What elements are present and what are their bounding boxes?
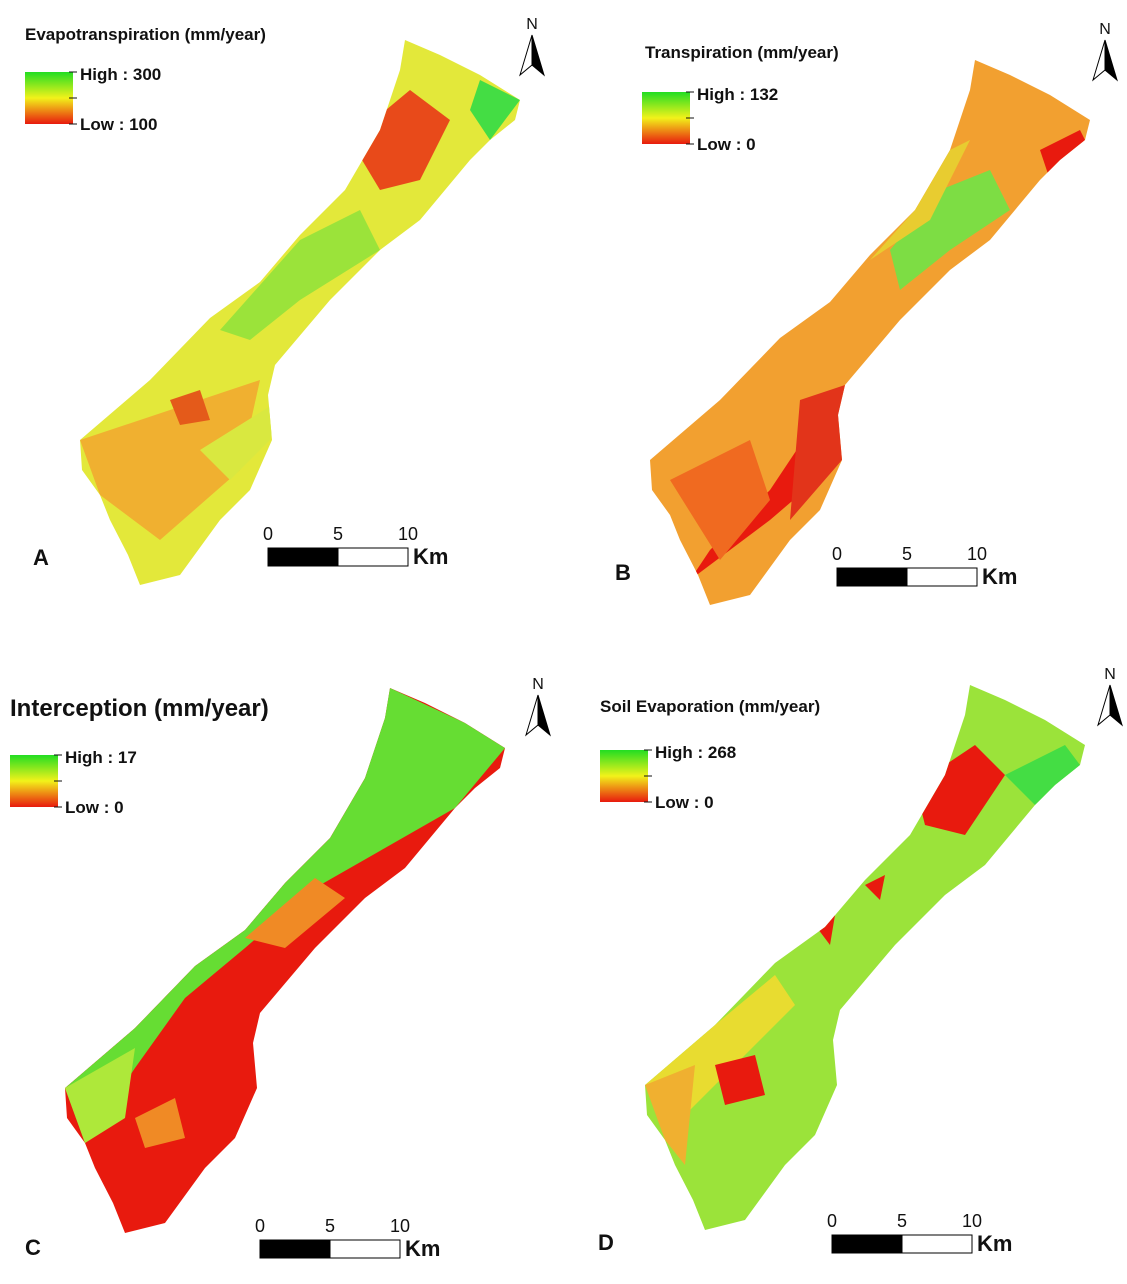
legend-high: High : 17 — [65, 748, 137, 767]
scale-bar-white — [330, 1240, 400, 1258]
legend-low: Low : 0 — [697, 135, 756, 154]
panel-label: A — [33, 545, 49, 570]
north-label: N — [532, 676, 544, 693]
legend-ramp — [25, 72, 73, 124]
legend-low: Low : 0 — [65, 798, 124, 817]
panel-label: D — [598, 1230, 614, 1255]
north-arrow-right — [1105, 40, 1117, 80]
legend-title: Soil Evaporation (mm/year) — [600, 697, 820, 716]
north-arrow-left — [1093, 40, 1105, 80]
scale-unit: Km — [413, 544, 448, 569]
scale-label: 10 — [398, 524, 418, 544]
map-panel: Interception (mm/year) High : 17 Low : 0 0 5… — [10, 676, 550, 1261]
legend-title: Interception (mm/year) — [10, 695, 269, 722]
north-label: N — [1099, 21, 1111, 38]
scale-label: 5 — [897, 1211, 907, 1231]
region-base — [645, 685, 1085, 1230]
north-arrow-left — [1098, 685, 1110, 725]
scale-bar-black — [268, 548, 338, 566]
scale-label: 5 — [325, 1216, 335, 1236]
map-panel: Soil Evaporation (mm/year) High : 268 Low … — [598, 666, 1122, 1256]
legend-low: Low : 100 — [80, 115, 157, 134]
scale-label: 0 — [832, 544, 842, 564]
north-label: N — [1104, 666, 1116, 683]
scale-unit: Km — [405, 1236, 440, 1261]
legend-ramp — [10, 755, 58, 807]
map-panel: Transpiration (mm/year) High : 132 Low : 0… — [615, 21, 1117, 605]
scale-label: 10 — [390, 1216, 410, 1236]
scale-bar-black — [260, 1240, 330, 1258]
scale-bar-white — [907, 568, 977, 586]
scale-bar-black — [832, 1235, 902, 1253]
legend-high: High : 300 — [80, 65, 161, 84]
scale-label: 0 — [827, 1211, 837, 1231]
scale-label: 0 — [255, 1216, 265, 1236]
legend-title: Transpiration (mm/year) — [645, 43, 839, 62]
panel-label: B — [615, 560, 631, 585]
legend-ramp — [642, 92, 690, 144]
scale-bar-black — [837, 568, 907, 586]
scale-label: 5 — [333, 524, 343, 544]
panel-label: C — [25, 1235, 41, 1260]
north-arrow-right — [532, 35, 544, 75]
legend-ramp — [600, 750, 648, 802]
legend-high: High : 132 — [697, 85, 778, 104]
scale-unit: Km — [982, 564, 1017, 589]
north-arrow-right — [538, 695, 550, 735]
scale-label: 0 — [263, 524, 273, 544]
legend-high: High : 268 — [655, 743, 736, 762]
scale-bar-white — [902, 1235, 972, 1253]
scale-unit: Km — [977, 1231, 1012, 1256]
north-arrow-left — [520, 35, 532, 75]
scale-bar-white — [338, 548, 408, 566]
north-label: N — [526, 16, 538, 33]
figure: Evapotranspiration (mm/year) High : 300 Lo… — [0, 0, 1127, 1284]
north-arrow-left — [526, 695, 538, 735]
north-arrow-right — [1110, 685, 1122, 725]
map-panel: Evapotranspiration (mm/year) High : 300 Lo… — [25, 16, 544, 585]
legend-title: Evapotranspiration (mm/year) — [25, 25, 266, 44]
scale-label: 5 — [902, 544, 912, 564]
scale-label: 10 — [962, 1211, 982, 1231]
scale-label: 10 — [967, 544, 987, 564]
legend-low: Low : 0 — [655, 793, 714, 812]
